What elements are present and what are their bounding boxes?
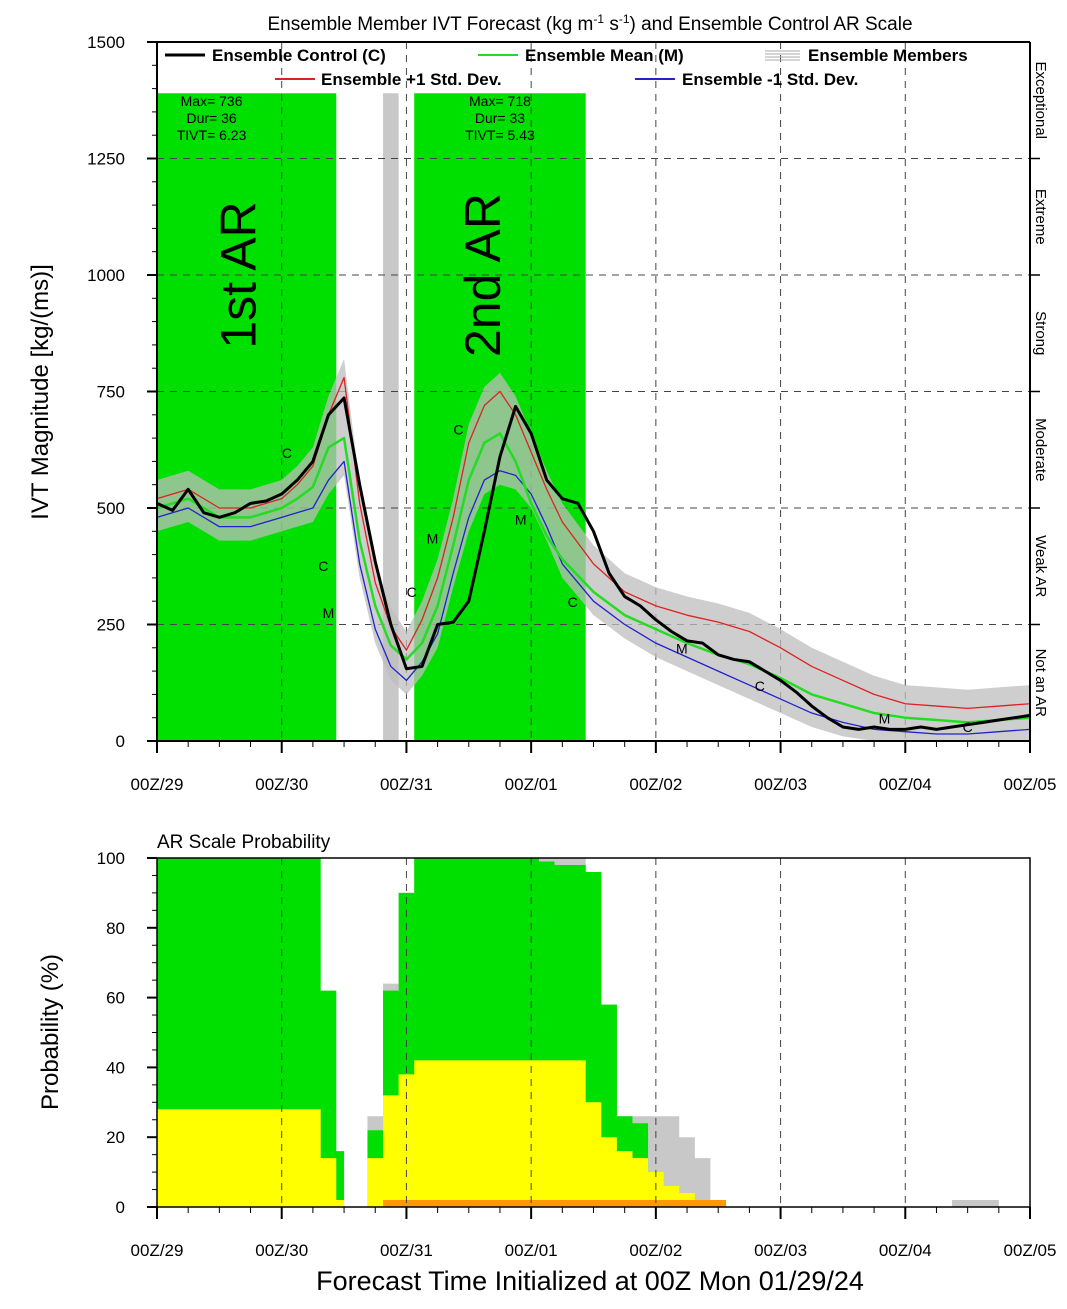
ar-event-label: 2nd AR	[455, 193, 511, 357]
series-marker-c: C	[963, 719, 973, 735]
probability-layer-orange	[383, 1200, 727, 1207]
x-tick-label: 00Z/02	[629, 775, 682, 794]
top-chart-series: M M M M M C C C C C C C	[156, 376, 1031, 735]
series-marker-m: M	[323, 605, 335, 621]
legend-label: Ensemble -1 Std. Dev.	[682, 70, 858, 89]
x-tick-label: 00Z/01	[505, 1241, 558, 1260]
y-tick-label: 20	[106, 1128, 125, 1147]
legend-label: Ensemble Members	[808, 46, 968, 65]
series-marker-c: C	[282, 445, 292, 461]
x-tick-label: 00Z/31	[380, 775, 433, 794]
x-tick-label: 00Z/29	[131, 1241, 184, 1260]
ar-event-tivt: TIVT= 6.23	[177, 127, 247, 143]
y-tick-label: 500	[97, 499, 125, 518]
x-tick-label: 00Z/30	[255, 1241, 308, 1260]
x-tick-label: 00Z/29	[131, 775, 184, 794]
ar-event-label: 1st AR	[211, 201, 267, 348]
x-tick-label: 00Z/02	[629, 1241, 682, 1260]
y-tick-label: 1000	[87, 266, 125, 285]
x-tick-label: 00Z/03	[754, 775, 807, 794]
top-y-axis-label: IVT Magnitude [kg/(ms)]	[27, 264, 54, 520]
x-tick-label: 00Z/04	[879, 1241, 932, 1260]
probability-layer-yellow	[157, 1060, 695, 1207]
bottom-chart-ticks: 0 20 40 60 80 100 00Z/29 00Z/30 00Z/31 00Z/01 00Z/…	[97, 849, 1057, 1260]
y-tick-label: 0	[116, 732, 125, 751]
series-marker-m: M	[676, 641, 688, 657]
series-marker-c: C	[453, 422, 463, 438]
y-tick-label: 0	[116, 1198, 125, 1217]
ar-scale-labels: Exceptional Extreme Strong Moderate Weak AR N…	[1030, 61, 1049, 717]
ensemble-members-spread	[157, 358, 1030, 741]
y-tick-label: 100	[97, 849, 125, 868]
figure-x-axis-label: Forecast Time Initialized at 00Z Mon 01/…	[316, 1266, 864, 1296]
top-chart-legend: Ensemble Control (C) Ensemble Mean (M) Ens…	[165, 46, 968, 89]
series-marker-m: M	[879, 711, 891, 727]
probability-layers	[157, 858, 999, 1207]
series-line-ensemble-1-std-dev-	[156, 460, 1031, 735]
ar-scale-label: Extreme	[1032, 189, 1049, 245]
ar-scale-label: Moderate	[1032, 418, 1049, 481]
x-tick-label: 00Z/30	[255, 775, 308, 794]
series-line-ensemble-control-c-	[156, 396, 1031, 731]
x-tick-label: 00Z/31	[380, 1241, 433, 1260]
ar-event-gray-bar	[383, 93, 399, 741]
y-tick-label: 1250	[87, 150, 125, 169]
series-line-ensemble-mean-m-	[156, 432, 1031, 724]
bottom-chart-title: AR Scale Probability	[157, 832, 331, 853]
legend-label: Ensemble Mean (M)	[525, 46, 684, 65]
ar-scale-label: Weak AR	[1032, 535, 1049, 597]
series-marker-c: C	[407, 584, 417, 600]
bottom-y-axis-label: Probability (%)	[37, 954, 64, 1110]
ar-event-duration: Dur= 33	[475, 110, 525, 126]
x-tick-label: 00Z/01	[505, 775, 558, 794]
y-tick-label: 750	[97, 383, 125, 402]
top-chart-ticks: 0 250 500 750 1000 1250 1500 00Z/29 00Z/30 00Z/31…	[87, 33, 1056, 794]
ar-event-max: Max= 718	[469, 93, 531, 109]
series-marker-c: C	[755, 678, 765, 694]
ensemble-members-band	[157, 358, 1030, 741]
ivt-forecast-chart: Ensemble Member IVT Forecast (kg m-1 s-1…	[27, 12, 1056, 794]
y-tick-label: 80	[106, 919, 125, 938]
series-marker-m: M	[427, 530, 439, 546]
x-tick-label: 00Z/04	[879, 775, 932, 794]
y-tick-label: 250	[97, 616, 125, 635]
ar-scale-label: Exceptional	[1032, 61, 1049, 139]
legend-label: Ensemble +1 Std. Dev.	[321, 70, 502, 89]
bottom-chart-grid	[281, 858, 906, 1207]
ar-scale-label: Not an AR	[1032, 649, 1049, 718]
ar-event-tivt: TIVT= 5.43	[465, 127, 535, 143]
series-marker-m: M	[515, 512, 527, 528]
x-tick-label: 00Z/05	[1004, 775, 1057, 794]
top-chart-title: Ensemble Member IVT Forecast (kg m-1 s-1…	[267, 12, 912, 35]
ar-event-1-background	[157, 93, 337, 741]
series-marker-c: C	[318, 558, 328, 574]
x-tick-label: 00Z/05	[1004, 1241, 1057, 1260]
legend-label: Ensemble Control (C)	[212, 46, 386, 65]
ar-event-duration: Dur= 36	[186, 110, 236, 126]
y-tick-label: 40	[106, 1058, 125, 1077]
series-marker-c: C	[568, 594, 578, 610]
ar-scale-label: Strong	[1032, 311, 1049, 355]
ar-event-max: Max= 736	[181, 93, 243, 109]
y-tick-label: 1500	[87, 33, 125, 52]
y-tick-label: 60	[106, 989, 125, 1008]
x-tick-label: 00Z/03	[754, 1241, 807, 1260]
